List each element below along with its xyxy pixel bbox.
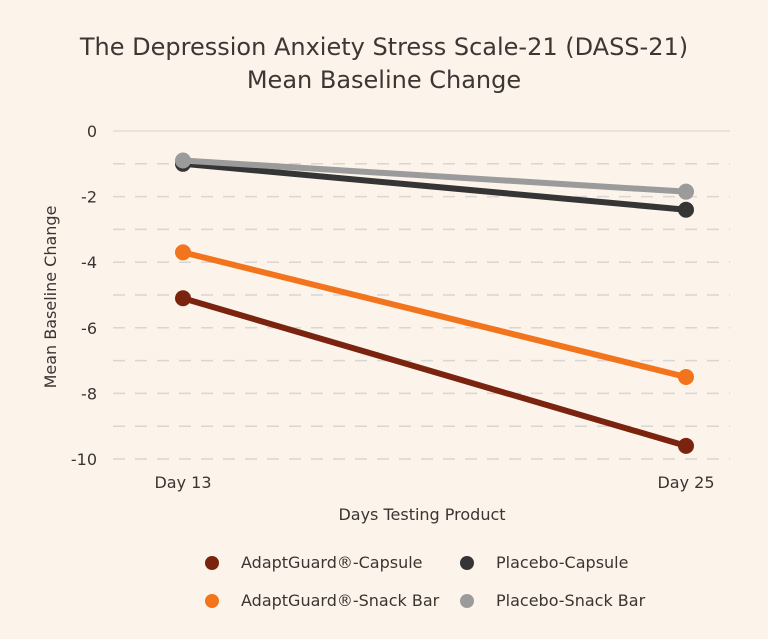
legend-item: Placebo-Snack Bar — [460, 591, 645, 610]
legend-marker-icon — [460, 593, 474, 608]
x-axis-label: Days Testing Product — [338, 505, 505, 524]
y-tick-label: -6 — [81, 319, 97, 338]
legend-item: Placebo-Capsule — [460, 553, 628, 572]
chart-subtitle: Mean Baseline Change — [246, 66, 522, 94]
data-point — [175, 152, 191, 169]
y-tick-label: 0 — [87, 122, 97, 141]
series-line — [180, 160, 689, 213]
legend-item: AdaptGuard®-Capsule — [205, 553, 423, 572]
y-tick-label: -4 — [81, 253, 97, 272]
legend-label: Placebo-Capsule — [496, 553, 629, 572]
data-point — [678, 183, 694, 200]
series-line — [180, 157, 689, 195]
y-tick-label: -10 — [71, 450, 97, 469]
series-line — [180, 249, 689, 380]
data-point — [678, 437, 694, 454]
legend-label: AdaptGuard®-Snack Bar — [241, 591, 440, 610]
legend-item: AdaptGuard®-Snack Bar — [205, 591, 439, 610]
y-tick-label: -2 — [81, 188, 97, 207]
x-tick-label: Day 25 — [657, 473, 714, 492]
legend-label: AdaptGuard®-Capsule — [241, 553, 423, 572]
legend-marker-icon — [460, 555, 474, 570]
data-point — [678, 201, 694, 218]
series-line — [180, 295, 689, 449]
y-tick-label: -8 — [81, 384, 97, 403]
data-point — [175, 290, 191, 307]
data-point — [678, 369, 694, 385]
chart-title: The Depression Anxiety Stress Scale-21 (… — [79, 33, 689, 61]
y-axis-label: Mean Baseline Change — [41, 206, 60, 389]
legend-marker-icon — [205, 555, 219, 570]
legend-label: Placebo-Snack Bar — [496, 591, 646, 610]
x-tick-label: Day 13 — [154, 473, 211, 492]
legend-marker-icon — [205, 593, 219, 608]
data-point — [175, 244, 191, 261]
